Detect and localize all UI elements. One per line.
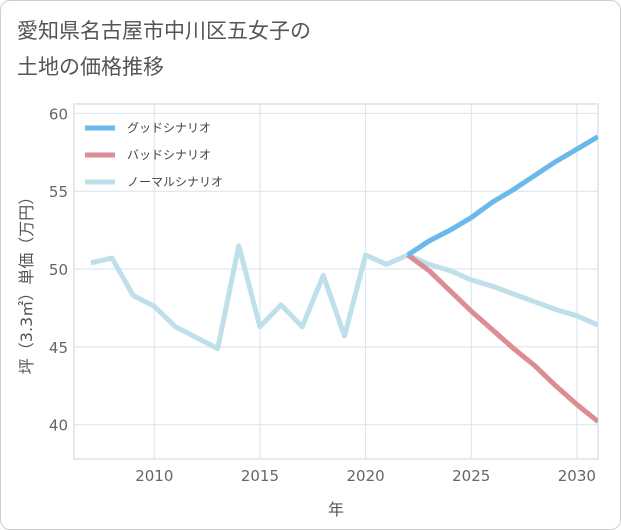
series-lines bbox=[90, 134, 598, 424]
chart-title-line-1: 愛知県名古屋市中川区五女子の bbox=[17, 19, 311, 43]
x-tick-label: 2030 bbox=[558, 467, 596, 485]
series-line-0 bbox=[406, 134, 598, 258]
x-tick-label: 2020 bbox=[346, 467, 384, 485]
chart-title: 愛知県名古屋市中川区五女子の 土地の価格推移 bbox=[17, 13, 311, 85]
y-axis-ticks: 40 45 50 55 60 bbox=[49, 105, 68, 434]
grid bbox=[73, 103, 599, 460]
y-tick-label: 50 bbox=[49, 261, 68, 279]
x-axis-title: 年 bbox=[328, 500, 344, 519]
legend-label-1: バッドシナリオ bbox=[127, 148, 211, 162]
x-tick-label: 2010 bbox=[135, 467, 173, 485]
y-tick-label: 40 bbox=[49, 417, 68, 435]
series-line-1 bbox=[406, 252, 598, 424]
y-tick-label: 45 bbox=[49, 339, 68, 357]
y-tick-label: 60 bbox=[49, 105, 68, 123]
chart-title-line-2: 土地の価格推移 bbox=[17, 55, 164, 79]
x-tick-label: 2015 bbox=[241, 467, 279, 485]
plot-frame bbox=[73, 103, 599, 460]
legend-label-2: ノーマルシナリオ bbox=[127, 175, 223, 189]
x-tick-label: 2025 bbox=[452, 467, 490, 485]
y-axis-title: 坪（3.3㎡）単価（万円） bbox=[17, 189, 36, 374]
y-tick-label: 55 bbox=[49, 183, 68, 201]
legend-label-0: グッドシナリオ bbox=[127, 121, 211, 135]
series-line-2 bbox=[90, 243, 598, 351]
x-axis-ticks: 2010 2015 2020 2025 2030 bbox=[135, 467, 596, 485]
